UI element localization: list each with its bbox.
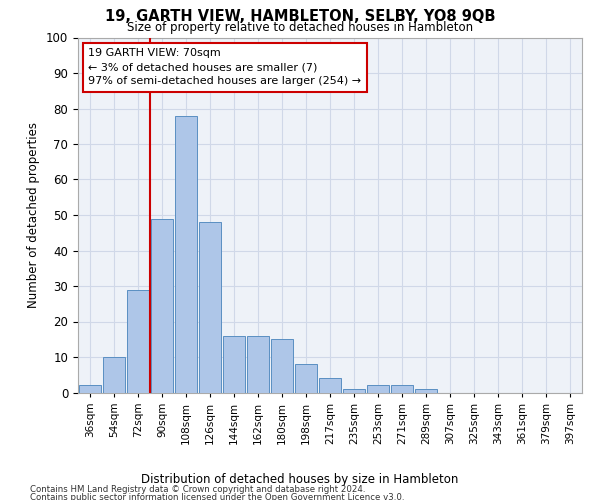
Text: Contains HM Land Registry data © Crown copyright and database right 2024.: Contains HM Land Registry data © Crown c… xyxy=(30,485,365,494)
Bar xyxy=(415,389,437,392)
Bar xyxy=(223,336,245,392)
Text: 19, GARTH VIEW, HAMBLETON, SELBY, YO8 9QB: 19, GARTH VIEW, HAMBLETON, SELBY, YO8 9Q… xyxy=(105,9,495,24)
Bar xyxy=(391,386,413,392)
Bar xyxy=(79,386,101,392)
Y-axis label: Number of detached properties: Number of detached properties xyxy=(28,122,40,308)
Bar xyxy=(151,218,173,392)
Text: Distribution of detached houses by size in Hambleton: Distribution of detached houses by size … xyxy=(142,472,458,486)
Bar xyxy=(175,116,197,392)
Bar xyxy=(271,339,293,392)
Bar xyxy=(367,386,389,392)
Bar xyxy=(319,378,341,392)
Bar xyxy=(295,364,317,392)
Bar xyxy=(343,389,365,392)
Text: Contains public sector information licensed under the Open Government Licence v3: Contains public sector information licen… xyxy=(30,493,404,500)
Bar xyxy=(199,222,221,392)
Bar xyxy=(103,357,125,392)
Bar xyxy=(247,336,269,392)
Bar xyxy=(127,290,149,393)
Text: Size of property relative to detached houses in Hambleton: Size of property relative to detached ho… xyxy=(127,21,473,34)
Text: 19 GARTH VIEW: 70sqm
← 3% of detached houses are smaller (7)
97% of semi-detache: 19 GARTH VIEW: 70sqm ← 3% of detached ho… xyxy=(88,48,361,86)
